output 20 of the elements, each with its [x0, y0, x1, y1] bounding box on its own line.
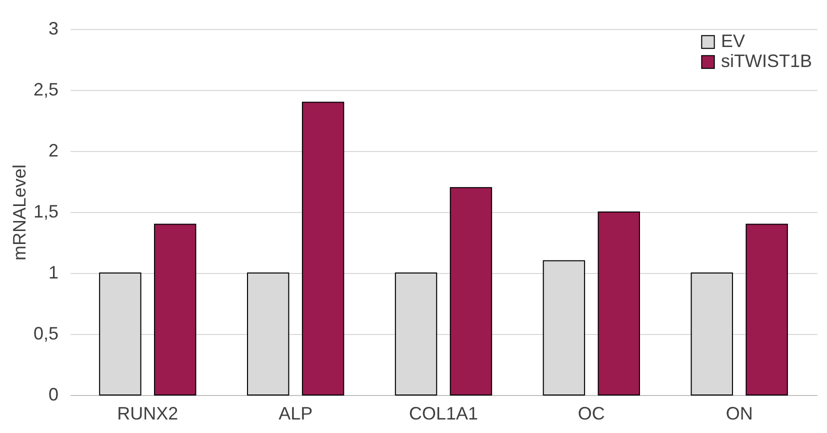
y-tick-label: 2,5 — [33, 80, 58, 100]
bar — [154, 224, 196, 396]
bar — [598, 212, 640, 396]
y-tick-label: 0 — [48, 384, 58, 404]
x-tick-label: RUNX2 — [117, 404, 178, 424]
bar — [746, 224, 788, 396]
bar — [302, 102, 344, 396]
y-axis-title: mRNALevel — [9, 164, 30, 261]
y-tick-label: 1,5 — [33, 202, 58, 222]
x-tick-label: ON — [726, 404, 753, 424]
x-tick-label: ALP — [278, 404, 313, 424]
legend-label: EV — [721, 31, 746, 51]
y-tick-label: 2 — [48, 140, 58, 160]
y-tick-label: 1 — [48, 262, 58, 282]
x-tick-label: COL1A1 — [408, 404, 478, 424]
y-tick-label: 0,5 — [33, 324, 58, 344]
bar — [450, 187, 492, 396]
x-tick-label: OC — [578, 404, 605, 424]
y-tick-label: 3 — [48, 18, 58, 38]
legend-label: siTWIST1B — [721, 51, 812, 71]
